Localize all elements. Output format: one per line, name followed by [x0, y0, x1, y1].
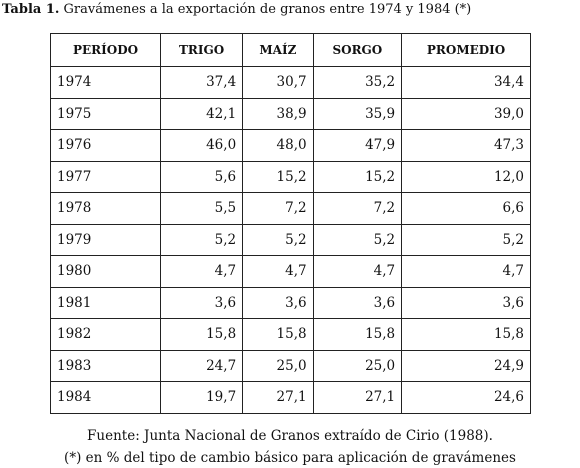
value-cell: 3,6: [401, 286, 531, 319]
table-row: 1980 4,7 4,7 4,7 4,7: [49, 255, 531, 288]
value-cell: 15,8: [160, 318, 244, 351]
table-row: 1981 3,6 3,6 3,6 3,6: [49, 286, 531, 319]
value-cell: 19,7: [160, 381, 244, 414]
table-title: Tabla 1. Gravámenes a la exportación de …: [2, 2, 471, 17]
value-cell: 37,4: [160, 66, 244, 99]
value-cell: 4,7: [242, 255, 314, 288]
value-cell: 15,8: [312, 318, 403, 351]
value-cell: 12,0: [401, 160, 531, 193]
header-row: PERÍODO TRIGO MAÍZ SORGO PROMEDIO: [49, 33, 531, 67]
column-header: PROMEDIO: [401, 33, 531, 67]
value-cell: 4,7: [312, 255, 403, 288]
value-cell: 15,2: [312, 160, 403, 193]
value-cell: 7,2: [312, 192, 403, 225]
value-cell: 5,2: [242, 223, 314, 256]
table-row: 1975 42,1 38,9 35,9 39,0: [49, 97, 531, 130]
value-cell: 38,9: [242, 97, 314, 130]
period-cell: 1983: [49, 349, 162, 382]
period-cell: 1978: [49, 192, 162, 225]
period-cell: 1979: [49, 223, 162, 256]
value-cell: 46,0: [160, 129, 244, 162]
value-cell: 15,2: [242, 160, 314, 193]
footnote: (*) en % del tipo de cambio básico para …: [64, 450, 516, 466]
data-table: PERÍODO TRIGO MAÍZ SORGO PROMEDIO 1974 37,4 30…: [49, 33, 531, 414]
value-cell: 15,8: [401, 318, 531, 351]
value-cell: 27,1: [312, 381, 403, 414]
value-cell: 25,0: [242, 349, 314, 382]
table-row: 1974 37,4 30,7 35,2 34,4: [49, 66, 531, 99]
value-cell: 7,2: [242, 192, 314, 225]
value-cell: 30,7: [242, 66, 314, 99]
value-cell: 5,2: [312, 223, 403, 256]
table-row: 1978 5,5 7,2 7,2 6,6: [49, 192, 531, 225]
period-cell: 1982: [49, 318, 162, 351]
value-cell: 24,7: [160, 349, 244, 382]
column-header: SORGO: [312, 33, 403, 67]
table-row: 1977 5,6 15,2 15,2 12,0: [49, 160, 531, 193]
value-cell: 27,1: [242, 381, 314, 414]
period-cell: 1976: [49, 129, 162, 162]
table-row: 1984 19,7 27,1 27,1 24,6: [49, 381, 531, 414]
period-cell: 1975: [49, 97, 162, 130]
value-cell: 48,0: [242, 129, 314, 162]
value-cell: 5,5: [160, 192, 244, 225]
period-cell: 1981: [49, 286, 162, 319]
value-cell: 5,6: [160, 160, 244, 193]
table-body: 1974 37,4 30,7 35,2 34,4 1975 42,1 38,9 35,9 39,0…: [49, 66, 531, 414]
value-cell: 42,1: [160, 97, 244, 130]
value-cell: 24,9: [401, 349, 531, 382]
value-cell: 35,2: [312, 66, 403, 99]
value-cell: 4,7: [160, 255, 244, 288]
period-cell: 1977: [49, 160, 162, 193]
value-cell: 3,6: [312, 286, 403, 319]
period-cell: 1980: [49, 255, 162, 288]
table-head: PERÍODO TRIGO MAÍZ SORGO PROMEDIO: [49, 33, 531, 67]
period-cell: 1984: [49, 381, 162, 414]
value-cell: 24,6: [401, 381, 531, 414]
value-cell: 6,6: [401, 192, 531, 225]
value-cell: 25,0: [312, 349, 403, 382]
footnote: Fuente: Junta Nacional de Granos extraíd…: [87, 428, 493, 444]
table-row: 1983 24,7 25,0 25,0 24,9: [49, 349, 531, 382]
title-text: Gravámenes a la exportación de granos en…: [63, 2, 472, 17]
value-cell: 47,3: [401, 129, 531, 162]
value-cell: 5,2: [160, 223, 244, 256]
column-header: MAÍZ: [242, 33, 314, 67]
column-header: PERÍODO: [49, 33, 162, 67]
column-header: TRIGO: [160, 33, 244, 67]
period-cell: 1974: [49, 66, 162, 99]
table-row: 1976 46,0 48,0 47,9 47,3: [49, 129, 531, 162]
value-cell: 39,0: [401, 97, 531, 130]
value-cell: 47,9: [312, 129, 403, 162]
value-cell: 34,4: [401, 66, 531, 99]
table-row: 1982 15,8 15,8 15,8 15,8: [49, 318, 531, 351]
value-cell: 5,2: [401, 223, 531, 256]
table-row: 1979 5,2 5,2 5,2 5,2: [49, 223, 531, 256]
value-cell: 15,8: [242, 318, 314, 351]
value-cell: 35,9: [312, 97, 403, 130]
value-cell: 3,6: [160, 286, 244, 319]
title-label: Tabla 1.: [2, 2, 60, 17]
value-cell: 4,7: [401, 255, 531, 288]
value-cell: 3,6: [242, 286, 314, 319]
